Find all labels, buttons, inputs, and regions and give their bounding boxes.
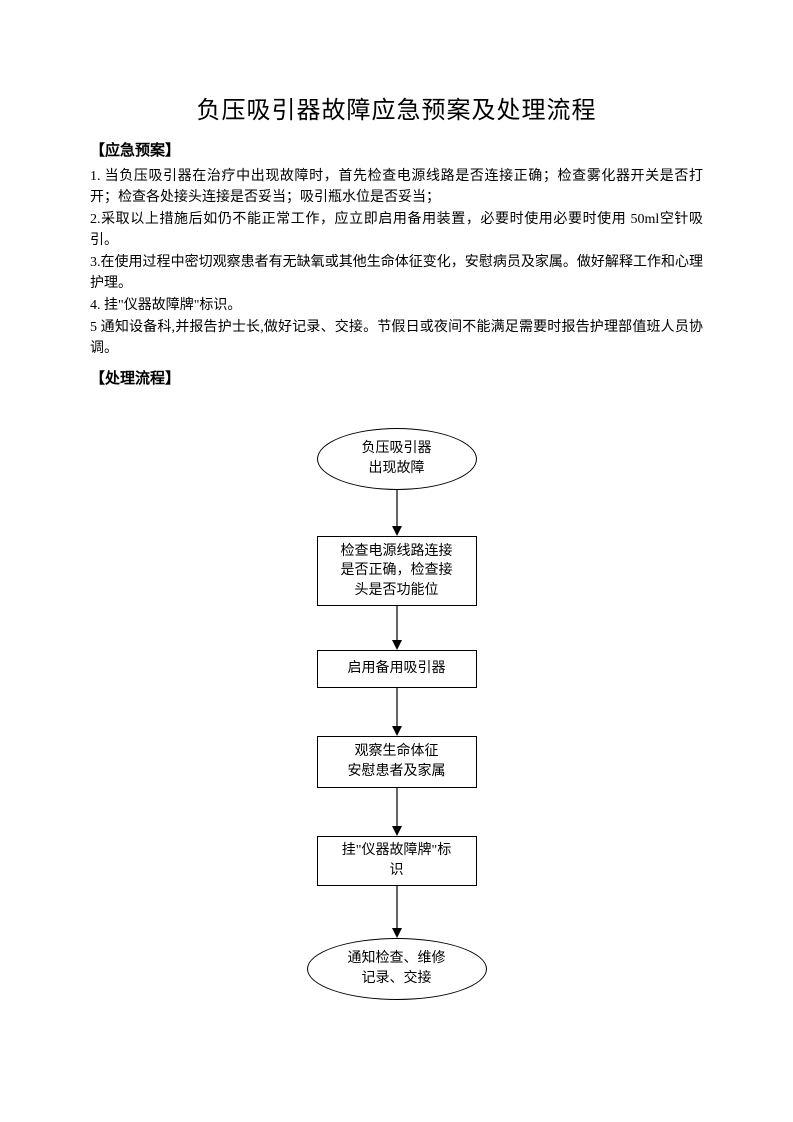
paragraph-3: 3.在使用过程中密切观察患者有无缺氧或其他生命体征变化，安慰病员及家属。做好解释…: [90, 252, 703, 294]
paragraph-5: 5 通知设备科,并报告护士长,做好记录、交接。节假日或夜间不能满足需要时报告护理…: [90, 317, 703, 359]
paragraph-1: 1. 当负压吸引器在治疗中出现故障时，首先检查电源线路是否连接正确；检查雾化器开…: [90, 166, 703, 208]
flow-arrow-2: [387, 606, 407, 650]
section-header-plan: 【应急预案】: [90, 139, 703, 160]
flow-arrow-5: [387, 886, 407, 938]
flow-node-n3: 启用备用吸引器: [317, 650, 477, 688]
flow-node-n6: 通知检查、维修记录、交接: [307, 938, 487, 1000]
flow-node-n1: 负压吸引器出现故障: [317, 428, 477, 490]
flow-arrow-3: [387, 688, 407, 736]
page-title: 负压吸引器故障应急预案及处理流程: [90, 90, 703, 125]
section-header-flow: 【处理流程】: [90, 367, 703, 388]
flow-arrow-1: [387, 490, 407, 536]
paragraph-2: 2.采取以上措施后如仍不能正常工作，应立即启用备用装置，必要时使用必要时使用 5…: [90, 209, 703, 251]
flow-node-n4: 观察生命体征安慰患者及家属: [317, 736, 477, 788]
flow-node-n2: 检查电源线路连接是否正确，检查接头是否功能位: [317, 536, 477, 606]
flow-node-n5: 挂"仪器故障牌"标识: [317, 836, 477, 886]
paragraph-4: 4. 挂"仪器故障牌"标识。: [90, 295, 703, 316]
flow-arrow-4: [387, 788, 407, 836]
flowchart-container: 负压吸引器出现故障检查电源线路连接是否正确，检查接头是否功能位启用备用吸引器观察…: [90, 418, 703, 1058]
